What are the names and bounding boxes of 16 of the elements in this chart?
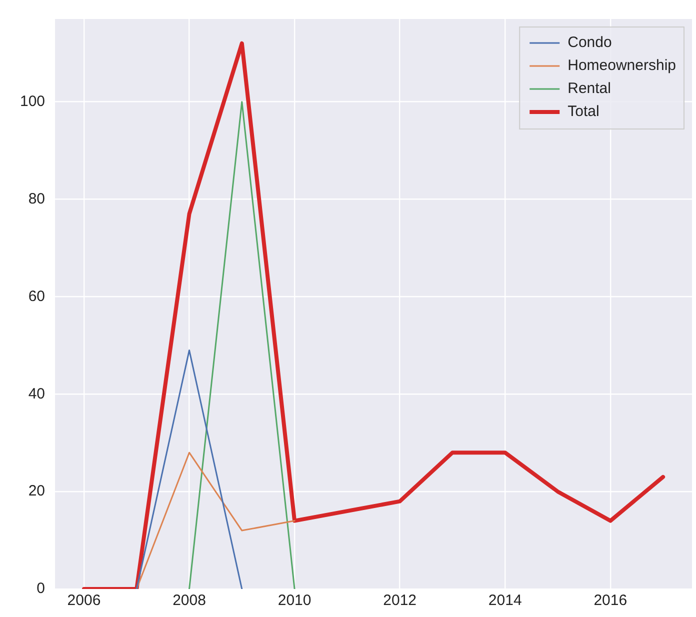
x-tick-label: 2010 [278,592,312,610]
y-tick-label: 80 [28,190,46,208]
y-tick-label: 40 [28,385,46,402]
legend-label: Total [568,103,600,120]
x-tick-label: 2016 [594,592,628,610]
legend-label: Rental [568,80,611,98]
x-tick-label: 2006 [67,592,101,610]
y-tick-label: 60 [28,288,46,305]
y-tick-label: 20 [28,482,46,500]
y-tick-label: 100 [20,92,46,110]
x-tick-label: 2012 [383,592,417,610]
x-tick-label: 2014 [488,592,522,610]
x-tick-label: 2008 [172,592,206,610]
legend-label: Homeownership [568,57,676,74]
legend-label: Condo [568,34,612,52]
y-tick-label: 0 [36,580,46,598]
